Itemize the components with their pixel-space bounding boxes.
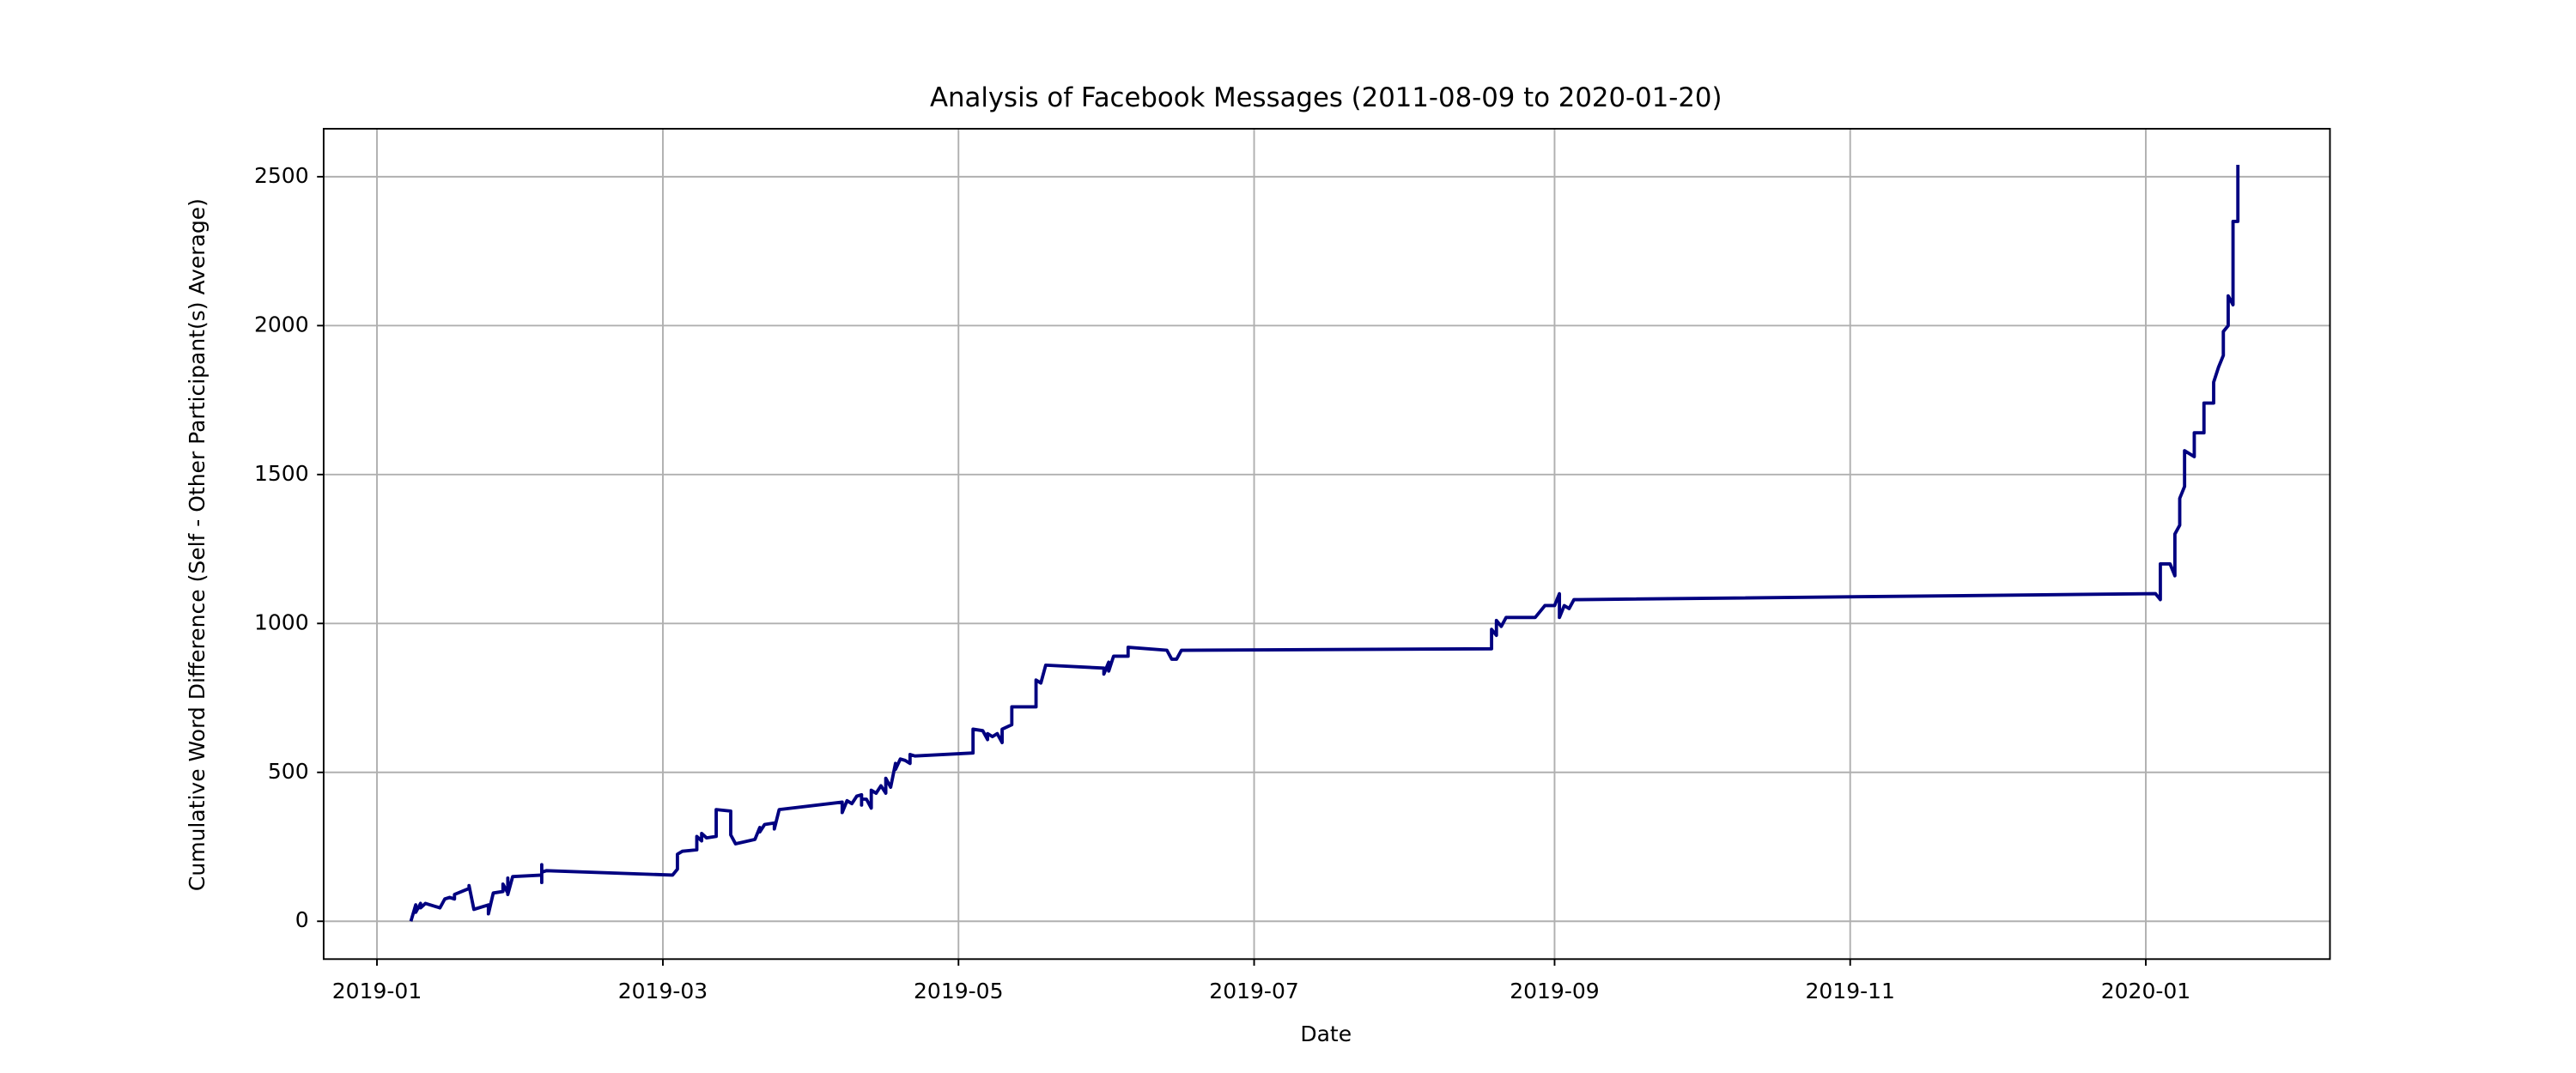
x-tick-label: 2019-01 — [332, 979, 422, 1003]
y-tick-label: 2000 — [254, 312, 309, 336]
y-tick-label: 1500 — [254, 461, 309, 486]
x-tick-label: 2020-01 — [2101, 979, 2190, 1003]
data-line — [409, 164, 2240, 922]
y-tick-label: 2500 — [254, 163, 309, 188]
y-tick-label: 500 — [268, 759, 309, 784]
x-tick-label: 2019-11 — [1805, 979, 1894, 1003]
x-tick-label: 2019-03 — [618, 979, 708, 1003]
plot-frame — [322, 128, 2331, 961]
x-axis-label: Date — [1300, 1021, 1352, 1046]
x-tick-label: 2019-07 — [1209, 979, 1298, 1003]
chart-title: Analysis of Facebook Messages (2011-08-0… — [930, 82, 1722, 113]
y-axis-label: Cumulative Word Difference (Self - Other… — [185, 198, 210, 891]
y-tick-label: 0 — [295, 907, 309, 932]
x-tick-label: 2019-05 — [914, 979, 1003, 1003]
x-tick-label: 2019-09 — [1510, 979, 1599, 1003]
y-tick-label: 1000 — [254, 609, 309, 634]
